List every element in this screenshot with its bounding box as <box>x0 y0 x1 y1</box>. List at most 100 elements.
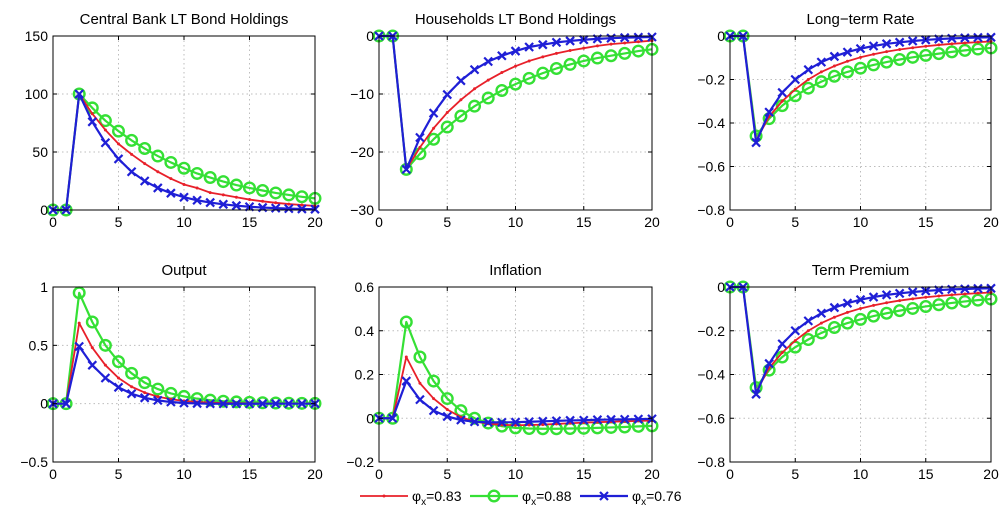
data-point <box>164 155 178 169</box>
chart-title: Long−term Rate <box>807 11 915 28</box>
y-tick-label: 50 <box>32 144 48 160</box>
data-point <box>169 177 173 181</box>
data-point <box>481 91 495 105</box>
legend-item-3: φx=0.76 <box>580 488 682 508</box>
data-point <box>440 120 454 134</box>
data-point <box>633 414 644 424</box>
data-point <box>590 51 604 65</box>
x-tick-label: 10 <box>176 214 192 230</box>
panel-2: 0 5 10 15 20 −30 −20 −10 0 Households LT Bond Hol… <box>350 11 660 230</box>
legend-marker <box>382 494 386 498</box>
data-point <box>156 395 160 399</box>
data-point <box>971 293 985 307</box>
x-tick-label: 20 <box>307 466 323 482</box>
series-group <box>372 315 659 436</box>
y-tick-label: 0 <box>40 202 48 218</box>
data-point <box>845 59 849 63</box>
y-tick-label: −0.4 <box>697 115 725 131</box>
data-point <box>468 411 482 425</box>
data-point <box>633 32 644 43</box>
y-tick-label: 0.5 <box>29 337 49 353</box>
x-tick-label: 20 <box>644 214 660 230</box>
data-point <box>854 61 868 75</box>
data-point <box>973 283 983 294</box>
data-point <box>218 199 229 210</box>
data-point <box>527 423 531 427</box>
data-point <box>829 51 840 62</box>
data-point <box>126 388 137 399</box>
data-point <box>894 37 905 48</box>
data-point <box>832 315 836 319</box>
data-point <box>297 204 307 214</box>
data-point <box>126 166 137 177</box>
data-point <box>413 350 427 364</box>
data-point <box>270 203 281 213</box>
data-point <box>486 78 490 82</box>
x-tick-label: 10 <box>176 466 192 482</box>
plot-area <box>53 287 315 462</box>
data-point <box>582 46 586 50</box>
data-point <box>893 52 907 66</box>
data-point <box>100 137 111 148</box>
y-tick-label: −0.5 <box>20 454 48 470</box>
data-point <box>216 394 230 408</box>
data-point <box>256 184 270 198</box>
data-point <box>459 98 463 102</box>
data-point <box>442 411 453 422</box>
y-tick-label: 0.4 <box>355 323 375 339</box>
data-point <box>950 293 954 297</box>
data-point <box>282 188 296 202</box>
data-point <box>971 42 985 56</box>
data-point <box>445 408 449 411</box>
data-point <box>216 175 230 189</box>
data-point <box>483 56 493 67</box>
data-point <box>297 398 307 409</box>
data-point <box>483 417 493 428</box>
data-point <box>880 306 894 320</box>
data-point <box>855 294 866 305</box>
data-point <box>139 393 150 403</box>
data-point <box>563 57 577 71</box>
data-point <box>514 423 517 427</box>
data-point <box>274 201 278 205</box>
data-point <box>257 398 268 409</box>
data-point <box>74 341 84 352</box>
data-point <box>72 286 86 300</box>
data-point <box>790 325 801 336</box>
x-tick-label: 0 <box>375 214 383 230</box>
data-point <box>229 178 243 192</box>
x-tick-label: 20 <box>983 466 999 482</box>
data-point <box>793 339 797 343</box>
data-point <box>415 132 425 143</box>
data-point <box>565 415 575 426</box>
data-point <box>606 414 616 425</box>
data-point <box>592 415 603 425</box>
data-point <box>806 329 810 333</box>
data-point <box>806 78 810 81</box>
data-point <box>604 49 618 63</box>
data-point <box>401 376 412 386</box>
data-point <box>963 292 967 296</box>
data-point <box>195 186 199 190</box>
y-tick-label: 0.6 <box>355 279 375 295</box>
data-point <box>919 299 933 313</box>
legend-label: φx=0.88 <box>522 488 572 508</box>
data-point <box>87 117 98 127</box>
data-point <box>399 315 413 329</box>
data-point <box>898 47 902 51</box>
data-point <box>153 395 163 406</box>
x-tick-label: 15 <box>918 214 934 230</box>
y-tick-label: −0.2 <box>346 454 374 470</box>
data-point <box>495 419 509 433</box>
data-point <box>551 37 562 48</box>
data-point <box>248 198 251 202</box>
data-point <box>631 44 645 58</box>
x-tick-label: 0 <box>49 466 57 482</box>
data-point <box>497 417 507 428</box>
data-point <box>387 413 398 424</box>
data-point <box>143 391 147 395</box>
data-point <box>468 99 482 113</box>
data-point <box>793 87 797 91</box>
data-point <box>976 40 980 44</box>
